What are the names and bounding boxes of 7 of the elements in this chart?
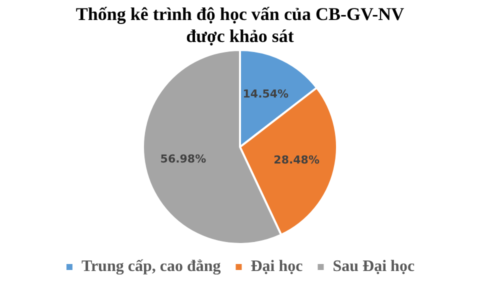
data-label: 14.54% (242, 88, 289, 101)
legend-label: Đại học (250, 258, 303, 276)
legend-label: Sau Đại học (332, 258, 415, 276)
legend-label: Trung cấp, cao đẳng (81, 258, 221, 276)
data-label: 28.48% (274, 154, 320, 167)
data-label: 56.98% (160, 152, 206, 166)
chart-title: Thống kê trình độ học vấn của CB-GV-NV được khảo sát (75, 3, 405, 47)
